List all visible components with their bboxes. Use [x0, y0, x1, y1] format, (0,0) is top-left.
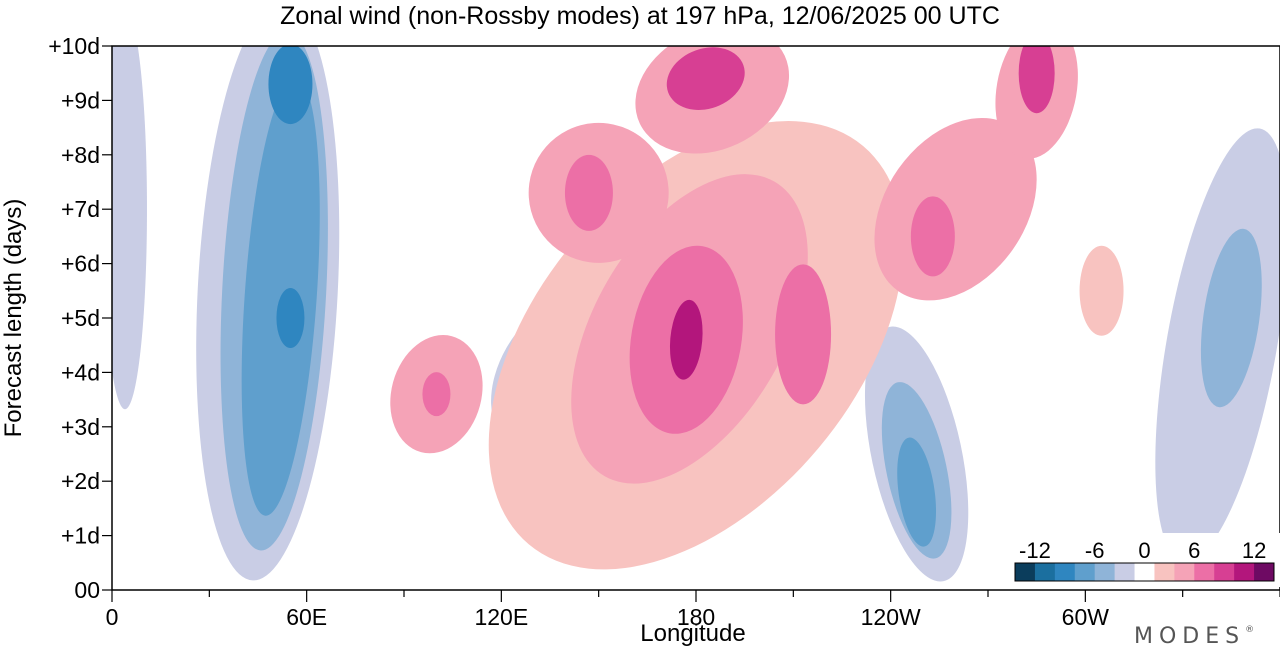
pos-core-213 [775, 264, 832, 405]
colorbar-swatch [1034, 563, 1056, 581]
x-tick-label: 0 [106, 604, 119, 630]
pos-147e-core [564, 154, 613, 231]
y-tick-label: +2d [61, 468, 100, 494]
y-tick-label: +1d [61, 523, 100, 549]
x-tick-label: 60W [1062, 604, 1110, 630]
y-tick-label: +10d [48, 33, 100, 59]
x-axis: 0 60E 120E 180 120W 60W [106, 590, 1280, 630]
colorbar-tick-label: 12 [1242, 538, 1266, 563]
y-tick-label: +9d [61, 87, 100, 113]
colorbar-swatch [1054, 563, 1076, 581]
y-tick-label: 00 [74, 577, 100, 603]
pos-75w-core [1018, 46, 1055, 114]
colorbar-swatch [1074, 563, 1096, 581]
colorbar-tick-label: -6 [1085, 538, 1105, 563]
colorbar: -12 -6 0 6 12 [1009, 533, 1280, 587]
y-tick-label: +3d [61, 414, 100, 440]
colorbar-swatch [1234, 563, 1255, 581]
colorbar-swatch [1094, 563, 1116, 581]
x-tick-label: 120E [474, 604, 528, 630]
colorbar-frame [1014, 562, 1275, 582]
x-axis-label: Longitude [640, 620, 746, 647]
neg-east-core [1200, 228, 1262, 408]
modes-logo: MODES® [1134, 624, 1254, 649]
neg-core-5d [276, 288, 305, 348]
pos-55w [1079, 245, 1124, 336]
logo-mark: ® [1245, 624, 1255, 635]
pos-100e-core [422, 372, 451, 417]
colorbar-swatch [1254, 563, 1275, 581]
neg-edge-left [112, 46, 147, 410]
pos-core-180 [669, 299, 703, 380]
colorbar-swatch [1214, 563, 1235, 581]
chart-title: Zonal wind (non-Rossby modes) at 197 hPa… [280, 2, 1000, 30]
y-tick-label: +7d [61, 196, 100, 222]
y-tick-label: +5d [61, 305, 100, 331]
neg-125w-core [897, 437, 937, 547]
wind-field [112, 46, 1280, 582]
colorbar-swatch [1015, 563, 1036, 581]
y-tick-label: +8d [61, 142, 100, 168]
x-tick-label: 60E [286, 604, 327, 630]
neg-band-inner [241, 76, 320, 516]
colorbar-tick-label: 6 [1188, 538, 1200, 563]
y-axis: 00 +1d +2d +3d +4d +5d +6d +7d +8d +9d +10d [48, 33, 112, 603]
pos-180-9d-core [666, 47, 745, 110]
logo-text: MODES [1134, 624, 1246, 649]
y-tick-label: +6d [61, 251, 100, 277]
colorbar-swatch [1154, 563, 1175, 581]
x-tick-label: 180 [677, 604, 715, 630]
colorbar-swatch [1194, 563, 1215, 581]
colorbar-tick-label: 0 [1138, 538, 1150, 563]
colorbar-swatch [1134, 563, 1155, 581]
pos-110w-core [910, 196, 955, 277]
colorbar-tick-label: -12 [1019, 538, 1051, 563]
neg-core-9d [268, 46, 313, 125]
colorbar-swatch [1114, 563, 1136, 581]
colorbar-swatch [1174, 563, 1195, 581]
x-tick-label: 120W [861, 604, 921, 630]
y-tick-label: +4d [61, 359, 100, 385]
